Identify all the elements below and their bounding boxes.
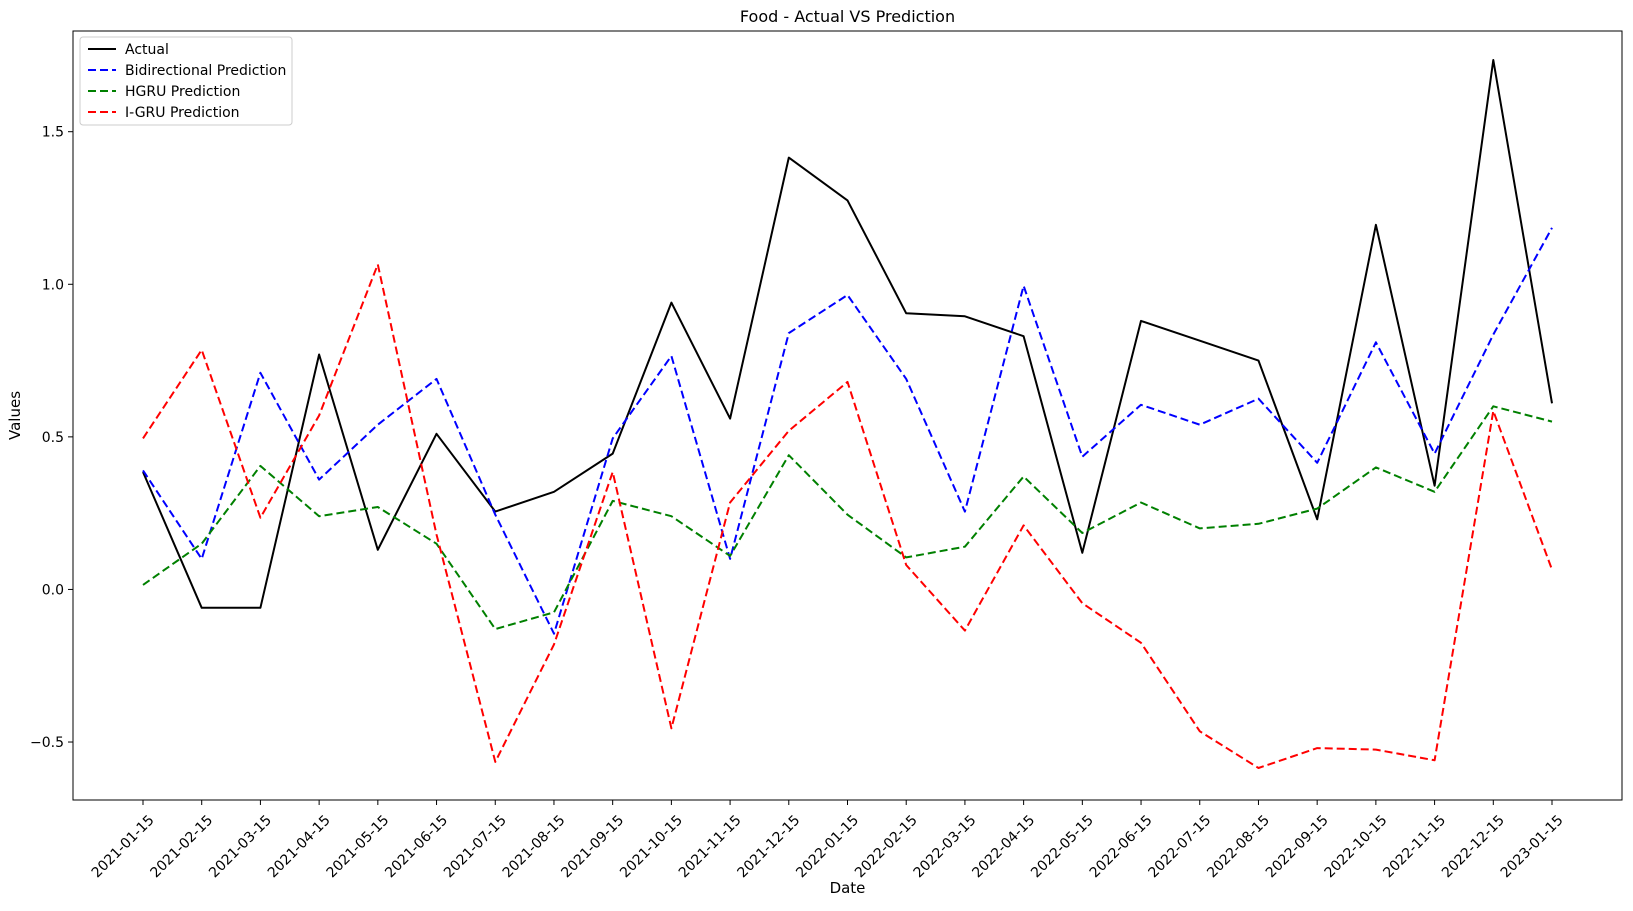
y-tick-label: 0.0 xyxy=(42,582,64,598)
legend-label-3: I-GRU Prediction xyxy=(125,105,240,121)
y-tick-label: 1.0 xyxy=(42,277,64,293)
legend-box xyxy=(79,36,293,126)
series-line-0 xyxy=(142,59,1553,609)
series-line-3 xyxy=(142,263,1553,769)
y-tick-label: 0.5 xyxy=(42,430,64,446)
y-tick-label: 1.5 xyxy=(42,125,64,141)
legend-label-2: HGRU Prediction xyxy=(125,84,240,100)
legend: Actual Bidirectional Prediction HGRU Predi… xyxy=(79,36,293,126)
chart-title: Food - Actual VS Prediction xyxy=(740,7,955,26)
y-axis-title: Values xyxy=(6,391,24,440)
legend-label-0: Actual xyxy=(125,42,169,58)
y-tick-label: −0.5 xyxy=(30,735,64,751)
x-axis-title: Date xyxy=(830,879,866,897)
series-line-2 xyxy=(142,405,1553,631)
series-line-1 xyxy=(142,227,1553,635)
legend-label-1: Bidirectional Prediction xyxy=(125,63,286,79)
